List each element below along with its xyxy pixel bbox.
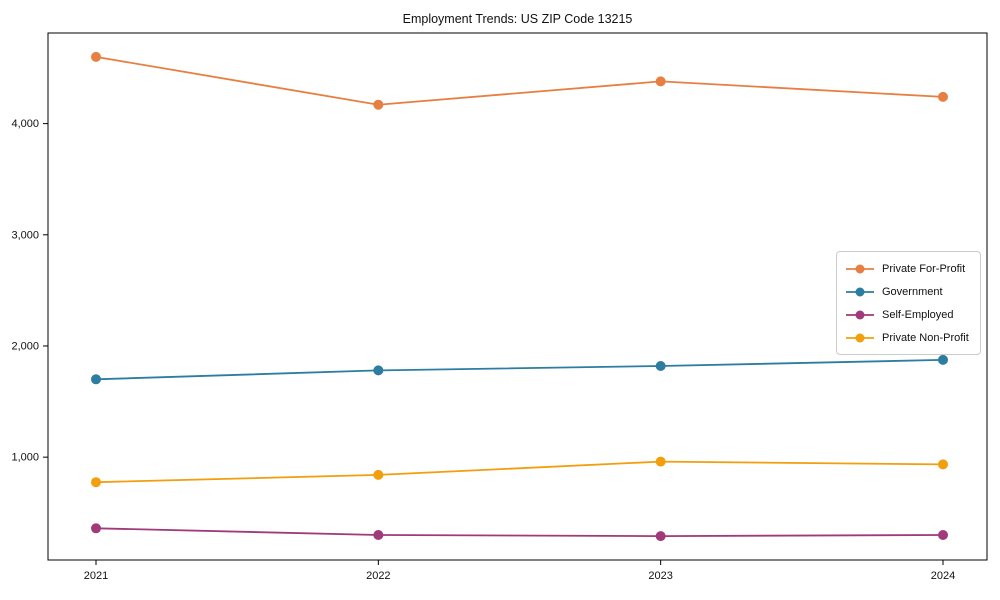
legend-label: Government (882, 285, 943, 298)
series-point-government (373, 365, 384, 376)
series-line-private-non-profit (95, 460, 944, 484)
series-point-self-employed (938, 530, 948, 540)
series-line-self-employed (95, 527, 944, 537)
x-axis-tick-label: 2024 (931, 570, 955, 582)
series-point-government (938, 354, 948, 365)
y-axis-tick-label: 1,000 (11, 452, 39, 464)
legend-line-marker-icon (846, 310, 874, 319)
x-axis-tick-label: 2021 (84, 570, 108, 582)
series-point-private-non-profit (655, 456, 666, 467)
y-axis-tick-label: 4,000 (11, 118, 39, 130)
chart-legend: Private For-Profit Government Self-Employe… (836, 251, 981, 355)
legend-item-government: Government (845, 280, 971, 303)
legend-item-private-for-profit: Private For-Profit (845, 257, 971, 280)
series-point-private-non-profit (938, 459, 948, 470)
series-line-private-for-profit (95, 56, 944, 106)
series-point-private-for-profit (655, 76, 666, 87)
series-point-self-employed (373, 530, 384, 540)
x-axis-tick-label: 2023 (648, 570, 672, 582)
legend-line-marker-icon (846, 264, 874, 273)
y-axis-tick-label: 3,000 (11, 229, 39, 241)
series-point-self-employed (91, 523, 101, 534)
legend-item-private-non-profit: Private Non-Profit (845, 326, 971, 349)
legend-label: Self-Employed (882, 308, 954, 321)
series-point-self-employed (655, 531, 666, 542)
series-point-private-for-profit (938, 91, 948, 102)
series-point-private-for-profit (373, 99, 384, 110)
series-line-government (95, 358, 944, 381)
legend-line-marker-icon (846, 333, 874, 342)
legend-label: Private Non-Profit (882, 331, 969, 344)
chart-title: Employment Trends: US ZIP Code 13215 (402, 12, 633, 26)
plot-box (47, 32, 988, 561)
series-point-government (655, 361, 666, 371)
series-point-private-for-profit (91, 51, 101, 62)
legend-item-self-employed: Self-Employed (845, 303, 971, 326)
x-axis-tick-label: 2022 (366, 570, 390, 582)
legend-label: Private For-Profit (882, 262, 966, 275)
legend-line-marker-icon (846, 287, 874, 296)
y-axis-tick-label: 2,000 (11, 340, 39, 352)
series-point-government (91, 374, 101, 385)
series-point-private-non-profit (373, 469, 384, 480)
series-point-private-non-profit (91, 477, 101, 488)
